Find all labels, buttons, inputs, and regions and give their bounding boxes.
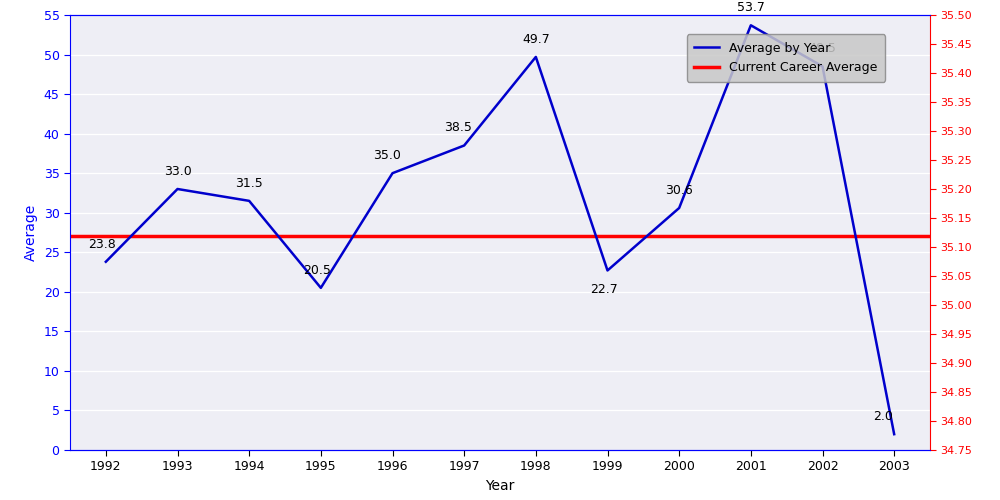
Text: 49.7: 49.7 [522,32,550,46]
Text: 53.7: 53.7 [737,1,765,14]
Average by Year [673,205,685,211]
Y-axis label: Average: Average [24,204,38,261]
Text: 48.5: 48.5 [809,42,836,55]
Legend: Average by Year, Current Career Average: Average by Year, Current Career Average [687,34,885,82]
Average by Year [315,285,327,291]
Text: 23.8: 23.8 [88,238,116,250]
Average by Year [745,22,757,28]
Text: 35.0: 35.0 [373,149,401,162]
Average by Year [387,170,399,176]
Average by Year [530,54,542,60]
Average by Year [243,198,255,204]
Text: 22.7: 22.7 [590,282,618,296]
Text: 33.0: 33.0 [164,165,191,178]
Average by Year [602,268,614,274]
Text: 31.5: 31.5 [235,176,263,190]
Text: 20.5: 20.5 [303,264,331,276]
Text: 2.0: 2.0 [873,410,893,423]
Average by Year [100,259,112,265]
Average by Year [817,64,829,70]
Text: 38.5: 38.5 [444,122,472,134]
Average by Year [172,186,184,192]
Text: 30.6: 30.6 [665,184,693,196]
Average by Year [888,431,900,437]
X-axis label: Year: Year [485,479,515,493]
Average by Year [458,142,470,148]
Line: Average by Year: Average by Year [106,26,894,434]
